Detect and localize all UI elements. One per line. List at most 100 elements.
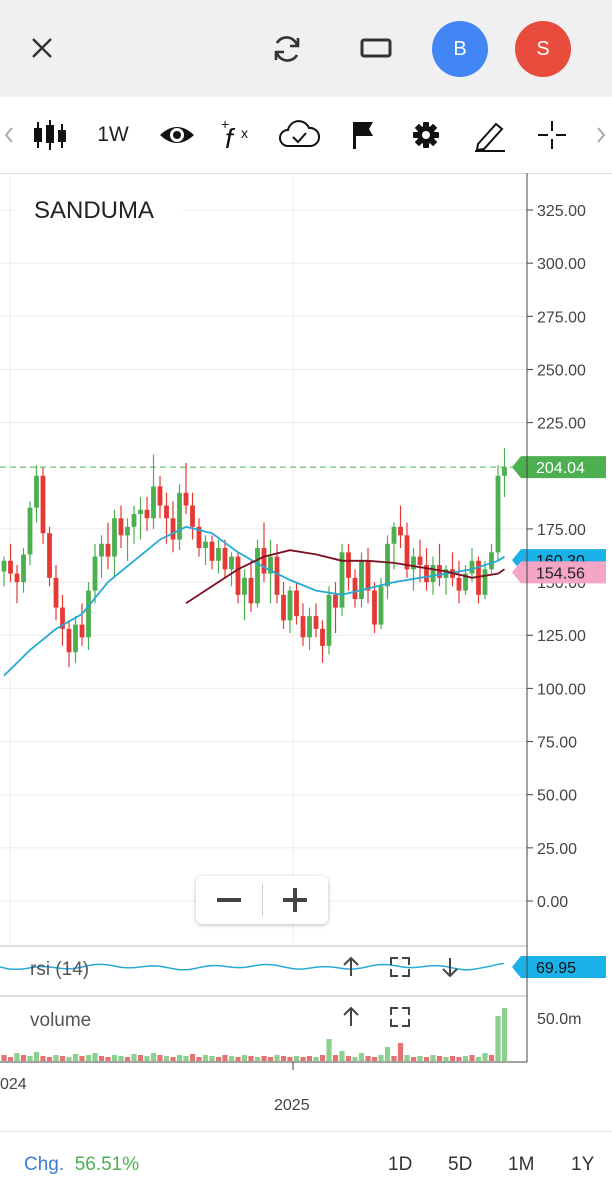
volume-bar bbox=[144, 1056, 150, 1061]
candle bbox=[320, 620, 325, 663]
price-chart[interactable]: 325.00300.00275.00250.00225.00175.00150.… bbox=[0, 173, 612, 1130]
chevron-left-icon bbox=[4, 127, 13, 143]
range-1d-button[interactable]: 1D bbox=[388, 1154, 413, 1175]
candle-body bbox=[352, 577, 358, 600]
volume-bar bbox=[137, 1055, 144, 1061]
candle-body bbox=[365, 560, 371, 591]
range-1m-button[interactable]: 1M bbox=[508, 1154, 535, 1175]
candle bbox=[209, 535, 215, 570]
y-tick-label: 50.00 bbox=[537, 788, 577, 805]
candle bbox=[456, 560, 462, 604]
last-price-tag: 204.04 bbox=[512, 456, 606, 479]
candle bbox=[261, 522, 267, 583]
candle bbox=[417, 539, 423, 583]
rsi-label: rsi (14) bbox=[30, 959, 89, 980]
candle-body bbox=[151, 486, 156, 519]
chart-type-button[interactable] bbox=[28, 97, 72, 173]
settings-button[interactable] bbox=[404, 97, 448, 173]
interval-button[interactable]: 1W bbox=[88, 97, 138, 173]
candle bbox=[47, 526, 52, 587]
scroll-left-button[interactable] bbox=[0, 97, 18, 173]
volume-bar bbox=[501, 1008, 508, 1061]
candle bbox=[99, 535, 104, 578]
volume-bar bbox=[85, 1055, 92, 1061]
volume-bar bbox=[300, 1057, 306, 1061]
candle-body bbox=[495, 475, 501, 553]
cloud-save-button[interactable] bbox=[274, 97, 324, 173]
candle bbox=[300, 603, 306, 646]
refresh-icon bbox=[274, 36, 300, 62]
avatar-s[interactable]: S bbox=[515, 21, 571, 77]
volume-bar bbox=[397, 1043, 404, 1061]
volume-bar bbox=[1, 1055, 7, 1061]
candle bbox=[118, 505, 124, 549]
draw-button[interactable] bbox=[466, 97, 514, 173]
candle bbox=[307, 607, 312, 651]
volume-bar bbox=[157, 1055, 163, 1061]
candle-body bbox=[411, 556, 416, 570]
chart-area[interactable]: 325.00 300.00 275.00 250.00 225.00 175.00 150.… bbox=[0, 173, 612, 1130]
rsi-expand-icon[interactable] bbox=[390, 957, 410, 977]
avatar-b[interactable]: B bbox=[432, 21, 488, 77]
range-5d-button[interactable]: 5D bbox=[448, 1154, 473, 1175]
candle-body bbox=[281, 594, 286, 621]
ma-long-tag-text: 154.56 bbox=[536, 565, 585, 582]
candle bbox=[138, 497, 143, 540]
volume-bar bbox=[118, 1056, 124, 1061]
candle-body bbox=[203, 541, 208, 549]
candle bbox=[502, 448, 507, 498]
candle bbox=[352, 569, 358, 608]
candle bbox=[287, 586, 293, 634]
candle-body bbox=[60, 607, 65, 629]
volume-bar bbox=[332, 1055, 339, 1061]
candle bbox=[144, 497, 150, 532]
close-button[interactable] bbox=[22, 28, 62, 68]
avatar-s-letter: S bbox=[536, 37, 550, 60]
scroll-right-button[interactable] bbox=[592, 97, 610, 173]
candle bbox=[469, 548, 475, 583]
eye-icon bbox=[160, 127, 194, 143]
candle bbox=[372, 582, 377, 634]
candle-body bbox=[346, 552, 351, 578]
zoom-out-button[interactable] bbox=[196, 876, 262, 924]
candle-body bbox=[131, 514, 137, 527]
candle bbox=[326, 586, 332, 655]
zoom-divider bbox=[261, 884, 263, 916]
zoom-in-button[interactable] bbox=[263, 876, 329, 924]
y-tick-label: 75.00 bbox=[537, 735, 577, 752]
volume-bar bbox=[293, 1056, 300, 1061]
y-tick-label: 0.00 bbox=[537, 894, 568, 911]
volume-bar bbox=[267, 1057, 274, 1061]
indicators-button[interactable]: + f x bbox=[214, 97, 260, 173]
range-1y-button[interactable]: 1Y bbox=[571, 1154, 595, 1175]
volume-bar bbox=[124, 1057, 131, 1061]
candle bbox=[92, 543, 98, 604]
visibility-button[interactable] bbox=[154, 97, 200, 173]
flag-button[interactable] bbox=[340, 97, 384, 173]
volume-label: volume bbox=[30, 1010, 91, 1031]
volume-expand-icon[interactable] bbox=[390, 1007, 410, 1027]
window-button[interactable] bbox=[356, 28, 396, 68]
volume-bar bbox=[482, 1053, 488, 1061]
candle-body bbox=[502, 467, 507, 476]
candle bbox=[73, 616, 78, 663]
candle-body bbox=[183, 492, 189, 506]
candle-body bbox=[391, 526, 397, 544]
y-tick-label: 275.00 bbox=[537, 309, 586, 326]
candle bbox=[27, 501, 33, 566]
y-tick-label: 100.00 bbox=[537, 681, 586, 698]
rsi-move-up-icon[interactable] bbox=[343, 956, 359, 976]
candle-body bbox=[430, 565, 436, 583]
crosshair-button[interactable] bbox=[530, 97, 574, 173]
symbol-label: SANDUMA bbox=[34, 197, 154, 224]
volume-bar bbox=[215, 1057, 222, 1061]
rsi-move-down-icon[interactable] bbox=[442, 958, 458, 978]
candle bbox=[313, 603, 319, 638]
refresh-button[interactable] bbox=[266, 28, 308, 70]
chart-toolbar: 1W + f x bbox=[0, 97, 612, 174]
candle bbox=[222, 539, 228, 578]
candle-body bbox=[242, 577, 247, 595]
candles-icon bbox=[34, 120, 66, 150]
volume-move-up-icon[interactable] bbox=[343, 1006, 359, 1026]
volume-bar bbox=[436, 1056, 443, 1061]
